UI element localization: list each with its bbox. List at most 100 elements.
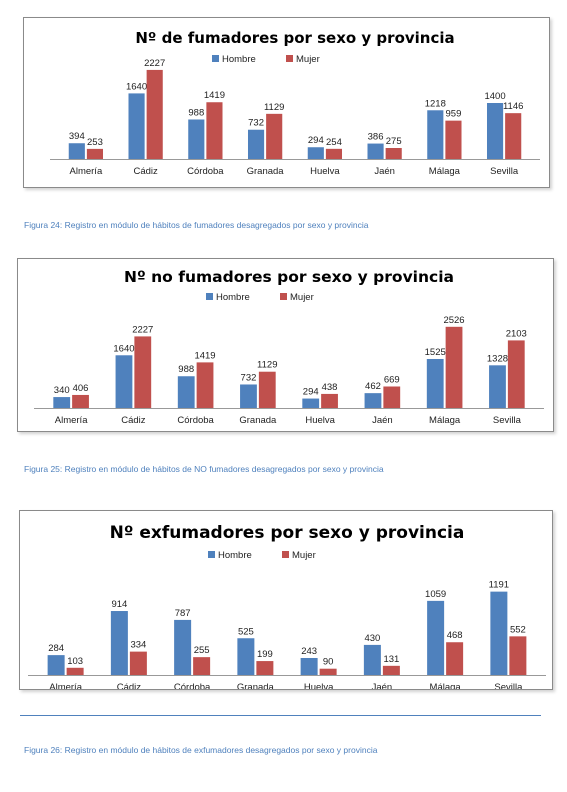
- category-label: Málaga: [430, 682, 462, 689]
- data-label-hombre: 914: [111, 599, 127, 610]
- data-label-hombre: 294: [303, 387, 319, 398]
- bar-hombre: [247, 129, 265, 159]
- category-label: Huelva: [310, 166, 340, 177]
- data-label-mujer: 103: [67, 656, 83, 667]
- category-label: Jaén: [372, 682, 393, 689]
- data-label-mujer: 1146: [503, 101, 523, 112]
- bar-mujer: [266, 113, 283, 159]
- data-label-hombre: 988: [188, 107, 204, 118]
- data-label-mujer: 254: [326, 137, 342, 148]
- category-label: Sevilla: [490, 166, 519, 177]
- chart-svg-fumadores: Nº de fumadores por sexo y provincia Homb…: [50, 29, 540, 177]
- bar-hombre: [489, 365, 506, 408]
- bar-mujer: [146, 69, 163, 159]
- category-label: Málaga: [429, 415, 461, 426]
- data-label-hombre: 1328: [487, 353, 508, 364]
- category-label: Cádiz: [121, 415, 146, 426]
- legend-swatch-hombre: [212, 55, 219, 62]
- category-label: Córdoba: [187, 166, 224, 177]
- data-label-mujer: 1129: [264, 102, 284, 113]
- data-label-mujer: 2526: [443, 315, 464, 326]
- category-label: Almería: [55, 415, 88, 426]
- bar-hombre: [364, 393, 382, 408]
- data-label-mujer: 552: [510, 624, 526, 635]
- bar-mujer: [129, 651, 147, 675]
- bar-mujer: [446, 642, 464, 675]
- data-label-mujer: 253: [87, 137, 103, 148]
- figure-caption-26: Figura 26: Registro en módulo de hábitos…: [24, 745, 378, 755]
- data-label-hombre: 462: [365, 381, 381, 392]
- category-label: Jaén: [374, 166, 395, 177]
- bar-mujer: [134, 336, 152, 408]
- bar-mujer: [319, 668, 337, 675]
- bar-hombre: [115, 355, 133, 408]
- section-divider: [20, 715, 541, 716]
- data-label-hombre: 1400: [484, 91, 505, 102]
- bar-mujer: [66, 667, 84, 675]
- data-label-mujer: 1419: [194, 350, 215, 361]
- legend-swatch-hombre: [208, 551, 215, 558]
- category-label: Almería: [70, 166, 103, 177]
- chart-title: Nº de fumadores por sexo y provincia: [135, 29, 454, 47]
- chart-no-fumadores: Nº no fumadores por sexo y provincia Homb…: [17, 258, 554, 432]
- legend-label-hombre: Hombre: [218, 550, 252, 561]
- bar-hombre: [300, 657, 318, 675]
- data-label-hombre: 787: [175, 608, 191, 619]
- data-label-mujer: 438: [322, 382, 338, 393]
- bar-hombre: [363, 644, 381, 675]
- data-label-mujer: 334: [130, 640, 146, 651]
- bar-hombre: [110, 611, 128, 675]
- bar-mujer: [509, 636, 527, 675]
- data-label-hombre: 1059: [425, 589, 446, 600]
- bar-hombre: [427, 600, 445, 675]
- data-label-hombre: 340: [54, 385, 70, 396]
- data-label-hombre: 988: [178, 364, 194, 375]
- data-label-mujer: 959: [446, 109, 462, 120]
- data-label-mujer: 406: [73, 383, 89, 394]
- bar-hombre: [486, 103, 504, 159]
- bar-mujer: [445, 326, 463, 408]
- bar-hombre: [302, 398, 320, 408]
- bar-mujer: [505, 113, 522, 159]
- chart-svg-exfumadores: Nº exfumadores por sexo y provincia Hombr…: [28, 523, 546, 689]
- bar-hombre: [47, 655, 65, 675]
- chart-title: Nº exfumadores por sexo y provincia: [110, 523, 465, 543]
- bar-mujer: [193, 657, 211, 675]
- legend-label-mujer: Mujer: [296, 54, 320, 65]
- bar-hombre: [174, 619, 192, 675]
- legend-label-hombre: Hombre: [216, 292, 250, 303]
- figure-caption-25: Figura 25: Registro en módulo de hábitos…: [24, 464, 384, 474]
- bar-hombre: [128, 93, 145, 159]
- bar-mujer: [445, 120, 462, 159]
- category-label: Granada: [239, 415, 277, 426]
- chart-title: Nº no fumadores por sexo y provincia: [124, 268, 454, 286]
- bar-mujer: [382, 665, 400, 675]
- bar-mujer: [383, 386, 401, 408]
- category-label: Córdoba: [174, 682, 211, 689]
- chart-fumadores: Nº de fumadores por sexo y provincia Homb…: [23, 17, 550, 188]
- bar-mujer: [256, 661, 274, 675]
- category-label: Almería: [49, 682, 82, 689]
- legend-swatch-mujer: [282, 551, 289, 558]
- data-label-hombre: 732: [241, 372, 257, 383]
- bar-mujer: [385, 148, 402, 159]
- category-label: Sevilla: [494, 682, 523, 689]
- bar-mujer: [196, 362, 214, 408]
- chart-exfumadores: Nº exfumadores por sexo y provincia Hombr…: [19, 510, 553, 690]
- data-label-hombre: 1191: [489, 580, 509, 591]
- data-label-hombre: 1640: [126, 81, 147, 92]
- category-label: Cádiz: [133, 166, 158, 177]
- category-label: Huelva: [304, 682, 334, 689]
- category-label: Córdoba: [177, 415, 214, 426]
- data-label-mujer: 1419: [204, 90, 225, 101]
- data-label-hombre: 1218: [425, 98, 446, 109]
- data-label-hombre: 525: [238, 626, 254, 637]
- data-label-mujer: 2227: [144, 58, 165, 69]
- bar-mujer: [72, 394, 89, 408]
- data-label-mujer: 199: [257, 649, 273, 660]
- legend-label-hombre: Hombre: [222, 54, 256, 65]
- bar-mujer: [321, 393, 338, 408]
- legend-label-mujer: Mujer: [292, 550, 316, 561]
- bar-hombre: [367, 143, 384, 159]
- data-label-hombre: 1525: [425, 347, 446, 358]
